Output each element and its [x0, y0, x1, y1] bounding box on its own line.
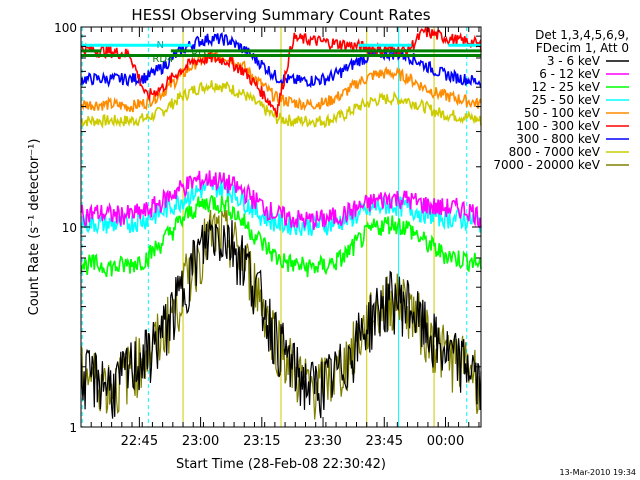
x-tick-label-4: 23:30 [304, 434, 341, 449]
legend: Det 1,3,4,5,6,9, FDecim 1, Att 0 3 - 6 k… [493, 28, 629, 172]
series-line-8 [80, 80, 482, 129]
series-line-6 [80, 26, 482, 118]
legend-label-1: 3 - 6 keV [547, 54, 601, 68]
status-label-3: RD4 [152, 54, 173, 65]
status-label-1: N [157, 40, 164, 51]
series-line-5 [80, 49, 482, 113]
legend-label-4: 25 - 50 keV [532, 93, 601, 107]
legend-label-2: 6 - 12 keV [539, 67, 601, 81]
chart-title: HESSI Observing Summary Count Rates [131, 6, 430, 24]
axes: 1 10 100 22:45 23:00 23:15 23:30 23:45 00:00 [54, 21, 481, 449]
y-tick-label-3: 100 [54, 21, 77, 35]
x-tick-label-5: 23:45 [366, 434, 403, 449]
series-line-7 [80, 32, 482, 89]
x-axis-label: Start Time (28-Feb-08 22:30:42) [176, 457, 386, 472]
y-tick-label-1: 1 [69, 421, 77, 435]
series-line-1 [80, 219, 482, 419]
legend-label-3: 12 - 25 keV [532, 80, 601, 94]
x-tick-label-6: 00:00 [427, 434, 464, 449]
legend-header-line-2: FDecim 1, Att 0 [536, 41, 629, 55]
status-label-2: RD [191, 49, 206, 60]
x-tick-label-1: 22:45 [121, 434, 158, 449]
series-line-3 [80, 194, 482, 278]
y-tick-label-2: 10 [62, 221, 77, 235]
legend-label-7: 300 - 800 keV [516, 132, 600, 146]
legend-label-9: 7000 - 20000 keV [493, 158, 600, 172]
date-stamp: 13-Mar-2010 19:34 [560, 468, 637, 477]
legend-label-6: 100 - 300 keV [516, 119, 600, 133]
legend-header-line-1: Det 1,3,4,5,6,9, [535, 28, 629, 42]
legend-label-5: 50 - 100 keV [524, 106, 601, 120]
x-tick-label-2: 23:00 [182, 434, 219, 449]
plot-area: N RD RD4 [80, 26, 482, 427]
y-axis-label: Count Rate (s⁻¹ detector⁻¹) [27, 139, 42, 316]
x-tick-label-3: 23:15 [243, 434, 280, 449]
series-line-2 [80, 170, 482, 230]
legend-label-8: 800 - 7000 keV [509, 145, 601, 159]
